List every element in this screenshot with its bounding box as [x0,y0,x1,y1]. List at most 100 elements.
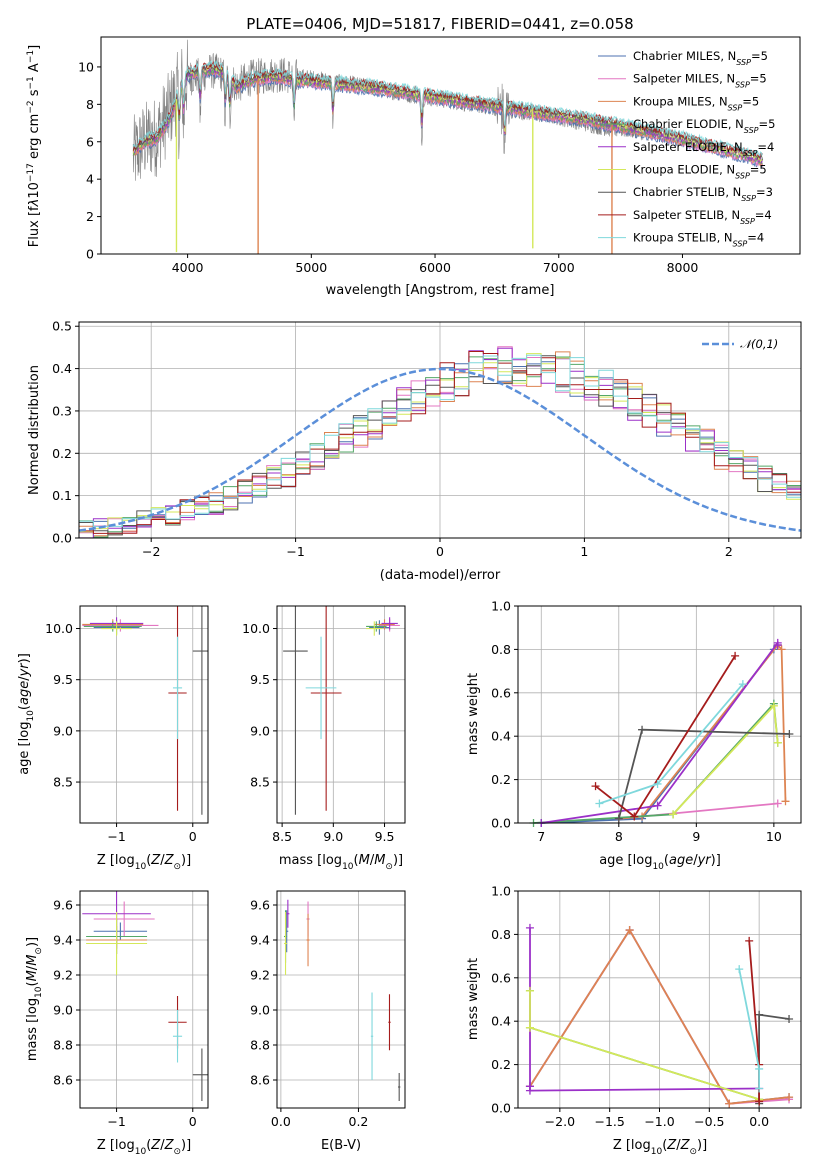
weight-marker-6 [614,814,623,823]
y-tick-label: 0.2 [491,1057,511,1072]
y-tick-label: 0.2 [491,772,511,787]
y-tick-label: 9.0 [53,723,73,738]
y-tick-label: 0.6 [491,970,511,985]
weight-line-3 [529,990,760,1101]
x-tick-label: 7000 [543,260,575,275]
y-tick-label: 9.5 [53,672,73,687]
x-tick-label: 2 [725,544,733,559]
x-tick-label: −0.5 [694,1114,724,1129]
weight-marker-4 [525,923,534,932]
weight-age-axes-frame [517,605,802,824]
x-tick-label: 9.5 [375,829,395,844]
legend-label-6: Chabrier STELIB, NSSP=3 [633,185,773,203]
x-tick-label: 8 [615,829,623,844]
y-tick-label: 6 [86,134,94,149]
legend-label-1: Salpeter MILES, NSSP=5 [633,72,767,90]
x-tick-label: −1 [107,1114,125,1129]
age-z-data [82,606,208,815]
x-tick-label: 9.0 [323,829,343,844]
residuals-legend: 𝒩(0,1) [702,337,778,351]
mass-z-xlabel: Z [log10(Z/Z⊙)] [97,1138,191,1157]
weight-marker-2 [785,1093,794,1102]
x-tick-label: 8000 [667,260,699,275]
mass-ebv-ticks: 0.0 0.2 8.6 8.8 9.0 9.2 9.4 9.6 [250,898,368,1130]
y-tick-label: 0.4 [491,1014,511,1029]
y-tick-label: 8 [86,97,94,112]
age-z-ylabel: age [log10(age/yr)] [17,653,36,775]
age-mass-axes-frame [276,605,406,824]
x-tick-label: 0.0 [271,1114,291,1129]
gaussian-legend-label: 𝒩(0,1) [740,337,778,351]
age-mass-data [283,606,400,815]
y-tick-label: 9.0 [250,1003,270,1018]
y-tick-label: 9.4 [53,933,73,948]
weight-marker-6 [785,730,794,739]
weight-z-axes-frame [517,890,802,1109]
weight-marker-5 [773,738,782,747]
age-z-xlabel: Z [log10(Z/Z⊙)] [97,853,191,872]
mass-vs-ebv-panel: 0.0 0.2 8.6 8.8 9.0 9.2 9.4 9.6 E(B-V) [250,890,406,1153]
massweight-vs-age-panel: 7 8 9 10 0.0 0.2 0.4 0.6 0.8 1.0 age [log10(age/y… [466,599,802,872]
weight-z-ticks: −2.0 −1.5 −1.0 −0.5 0.0 0.0 0.2 0.4 0.6 0.8 1.0 [491,884,769,1130]
weight-marker-6 [785,1015,794,1024]
age-z-grid [80,606,208,823]
weight-marker-2 [777,645,786,654]
spectrum-xlabel: wavelength [Angstrom, rest frame] [326,283,555,298]
y-tick-label: 0.0 [491,816,511,831]
y-tick-label: 0 [86,247,94,262]
mass-z-ticks: −1 0 8.6 8.8 9.0 9.2 9.4 9.6 [53,898,197,1130]
weight-marker-8 [755,1084,764,1093]
spectrum-axes-frame [100,36,801,255]
weight-line-0 [541,644,779,824]
weight-marker-5 [769,701,778,710]
weight-age-ticks: 7 8 9 10 0.0 0.2 0.4 0.6 0.8 1.0 [491,599,782,845]
weight-age-data [529,638,794,827]
x-tick-label: 4000 [172,260,204,275]
y-tick-label: 8.6 [53,1073,73,1088]
x-tick-label: 10 [766,829,782,844]
spectrum-data [132,39,764,254]
y-tick-label: 9.6 [53,898,73,913]
mass-z-ylabel: mass [log10(M/M⊙)] [25,937,44,1061]
weight-line-4 [529,927,760,1092]
x-tick-label: 8.5 [272,829,292,844]
x-tick-label: −1.5 [594,1114,624,1129]
y-tick-label: 8.8 [250,1038,270,1053]
weight-line-5 [529,990,760,1101]
age-z-axes-frame [79,605,209,824]
y-tick-label: 0.0 [491,1101,511,1116]
weight-marker-8 [755,1064,764,1073]
mass-z-grid [80,891,208,1108]
x-tick-label: 5000 [295,260,327,275]
x-tick-label: −1.0 [644,1114,674,1129]
spectrum-ylabel: Flux [fλ10−17 erg cm−2 s−1 A−1] [26,45,42,247]
weight-marker-6 [755,1010,764,1019]
x-tick-label: 6000 [419,260,451,275]
weight-marker-8 [738,680,747,689]
residual-histogram-8 [79,354,802,528]
figure-title: PLATE=0406, MJD=51817, FIBERID=0441, z=0… [246,15,633,33]
mass-ebv-data [283,899,401,1101]
y-tick-label: 4 [86,172,94,187]
residuals-ylabel: Normed distribution [27,365,42,495]
x-tick-label: −2 [142,544,160,559]
mass-ebv-grid [277,891,405,1108]
weight-z-data [525,923,794,1108]
weight-marker-7 [630,812,639,821]
weight-marker-7 [755,1097,764,1106]
y-tick-label: 0.8 [491,642,511,657]
y-tick-label: 1.0 [491,599,511,614]
age-z-ticks: −1 0 8.5 9.0 9.5 10.0 [45,621,197,844]
weight-z-xlabel: Z [log10(Z/Z⊙)] [613,1138,707,1157]
spectrum-legend: Chabrier MILES, NSSP=5 Salpeter MILES, NS… [598,49,775,248]
weight-marker-2 [625,926,634,935]
spectrum-ticks: 4000 5000 6000 7000 8000 0 2 4 6 8 10 [78,59,698,275]
weight-marker-2 [781,797,790,806]
y-tick-label: 0.0 [52,531,72,546]
weight-marker-4 [525,1086,534,1095]
weight-line-6 [758,1013,790,1104]
y-tick-label: 8.6 [250,1073,270,1088]
spectrum-panel: 4000 5000 6000 7000 8000 0 2 4 6 8 10 Chabrier MIL… [26,36,801,298]
legend-label-5: Kroupa ELODIE, NSSP=5 [633,163,767,181]
